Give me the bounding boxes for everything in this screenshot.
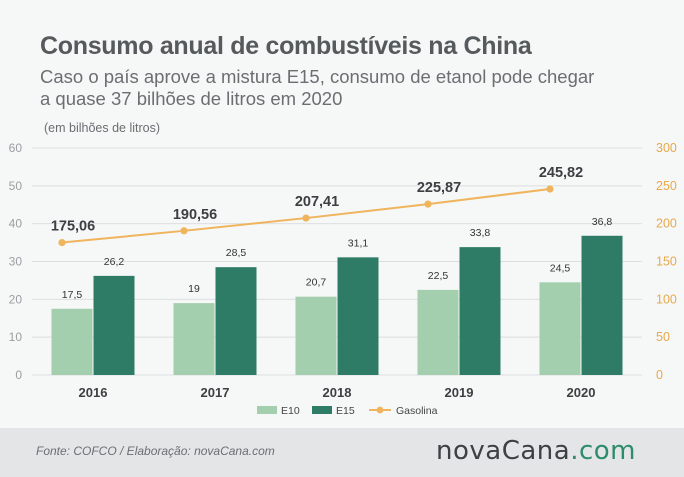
legend-swatch-e10 bbox=[257, 406, 277, 414]
bar-e10 bbox=[295, 296, 337, 375]
right-axis-tick: 100 bbox=[656, 292, 677, 306]
legend-marker-gasoline bbox=[376, 406, 384, 414]
x-axis-category: 2017 bbox=[201, 385, 230, 400]
logo-main: novaCana bbox=[436, 436, 571, 466]
x-axis-category: 2020 bbox=[567, 385, 596, 400]
legend-label-e10: E10 bbox=[281, 405, 300, 417]
bar-e10-label: 19 bbox=[188, 283, 200, 295]
gasoline-value-label: 175,06 bbox=[51, 219, 95, 235]
legend-label-e15: E15 bbox=[336, 405, 355, 417]
left-axis-tick: 30 bbox=[9, 255, 23, 269]
x-axis-category: 2018 bbox=[323, 385, 352, 400]
right-axis-tick: 150 bbox=[656, 255, 677, 269]
bar-e10 bbox=[417, 289, 459, 375]
legend-swatch-e15 bbox=[312, 406, 332, 414]
gasoline-point bbox=[546, 185, 554, 193]
bar-e15-label: 36,8 bbox=[592, 216, 613, 228]
gasoline-value-label: 225,87 bbox=[417, 180, 461, 196]
left-axis-tick: 50 bbox=[9, 179, 23, 193]
bar-e10 bbox=[539, 282, 581, 375]
bar-e10-label: 20,7 bbox=[306, 277, 327, 289]
chart-subtitle: Caso o país aprove a mistura E15, consum… bbox=[40, 66, 595, 109]
gasoline-value-label: 207,41 bbox=[295, 194, 339, 210]
bar-e15-label: 28,5 bbox=[226, 247, 247, 259]
unit-note: (em bilhões de litros) bbox=[44, 121, 161, 135]
left-axis-tick: 10 bbox=[9, 330, 23, 344]
gasoline-value-label: 190,56 bbox=[173, 207, 217, 223]
bar-e15 bbox=[337, 257, 379, 375]
right-axis-tick: 300 bbox=[656, 141, 677, 155]
right-axis-tick: 50 bbox=[656, 330, 670, 344]
gasoline-point bbox=[58, 238, 66, 247]
left-axis-tick: 60 bbox=[9, 141, 23, 155]
bar-e10 bbox=[173, 303, 215, 375]
bar-e15 bbox=[459, 247, 501, 375]
footer: Fonte: COFCO / Elaboração: novaCana.com … bbox=[0, 428, 684, 477]
left-axis-tick: 20 bbox=[9, 292, 23, 306]
bar-e10 bbox=[51, 308, 93, 375]
right-axis-tick: 0 bbox=[656, 368, 663, 382]
chart-svg: 0 10 20 30 40 50 60 0 50 100 150 200 250 300 17,5 26,2 2… bbox=[9, 141, 677, 417]
bar-e15 bbox=[93, 275, 135, 375]
brand-logo: novaCana.com bbox=[436, 436, 636, 466]
right-axis-tick: 200 bbox=[656, 217, 677, 231]
bar-e15-label: 26,2 bbox=[104, 256, 125, 268]
gasoline-point bbox=[302, 214, 310, 222]
bar-e15-label: 31,1 bbox=[348, 237, 369, 249]
bar-e10-label: 22,5 bbox=[428, 270, 449, 282]
logo-suffix: .com bbox=[570, 436, 636, 466]
chart-title: Consumo anual de combustíveis na China bbox=[40, 32, 532, 60]
gasoline-point bbox=[424, 200, 432, 208]
left-axis-tick: 40 bbox=[9, 217, 23, 231]
left-axis-tick: 0 bbox=[15, 368, 22, 382]
bar-e15 bbox=[215, 267, 257, 375]
bar-e15 bbox=[581, 235, 623, 375]
x-axis-category: 2016 bbox=[79, 385, 108, 400]
right-axis-tick: 250 bbox=[656, 179, 677, 193]
legend-label-gasoline: Gasolina bbox=[396, 405, 438, 417]
source-note: Fonte: COFCO / Elaboração: novaCana.com bbox=[36, 444, 275, 458]
gasoline-value-label: 245,82 bbox=[539, 165, 583, 181]
bar-e10-label: 17,5 bbox=[62, 289, 83, 301]
bar-e15-label: 33,8 bbox=[470, 227, 491, 239]
gasoline-point bbox=[180, 227, 188, 235]
bar-e10-label: 24,5 bbox=[550, 262, 571, 274]
x-axis-category: 2019 bbox=[445, 385, 474, 400]
